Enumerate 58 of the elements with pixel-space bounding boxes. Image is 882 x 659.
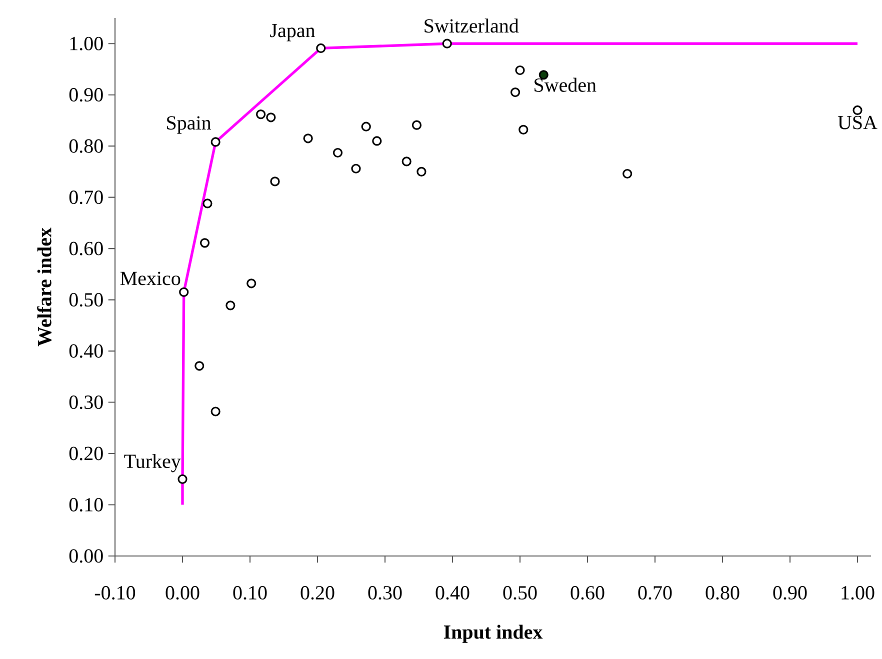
point	[622, 168, 632, 179]
point	[178, 474, 188, 484]
y-tick-label: 0.10	[69, 498, 103, 512]
point	[361, 122, 371, 132]
y-tick-label: 0.60	[69, 242, 103, 256]
x-tick-label: -0.10	[94, 586, 136, 600]
annotation: Switzerland	[424, 18, 519, 33]
annotation: USA	[838, 116, 878, 130]
y-tick-label: 0.90	[69, 88, 103, 102]
y-tick-label: 0.40	[69, 344, 103, 358]
y-tick-label: 0.20	[69, 446, 103, 460]
y-axis-title: Welfare index	[37, 228, 52, 346]
point	[442, 38, 452, 48]
point	[200, 238, 210, 248]
annotation: Sweden	[534, 78, 596, 92]
x-tick-label: 1.00	[842, 586, 874, 600]
y-tick-label: 0.80	[69, 139, 103, 153]
point	[266, 112, 276, 122]
x-tick-label: 0.10	[233, 586, 267, 600]
point	[246, 278, 256, 288]
y-tick-label: 0.30	[69, 395, 103, 410]
annotation: Spain	[167, 116, 212, 134]
y-tick-label: 0.50	[69, 293, 103, 307]
annotation: Mexico	[120, 272, 180, 286]
y-tick-label: 0.70	[69, 190, 103, 204]
x-tick-label: 0.50	[503, 586, 537, 600]
point	[179, 287, 189, 297]
point	[372, 136, 382, 146]
point	[303, 134, 313, 144]
point	[332, 148, 343, 158]
point	[210, 406, 220, 416]
x-tick-label: 0.70	[638, 586, 672, 600]
annotation: Turkey	[124, 454, 181, 472]
x-tick-label: 0.90	[773, 586, 807, 600]
point	[351, 164, 361, 174]
point	[518, 124, 528, 134]
point	[202, 198, 212, 208]
point	[402, 156, 412, 166]
annotation: Japan	[270, 24, 315, 42]
point	[210, 137, 220, 147]
y-tick-label: 0.00	[69, 549, 103, 563]
point	[270, 176, 280, 186]
x-tick-label: 0.60	[570, 586, 604, 600]
point	[316, 43, 326, 54]
point	[226, 300, 236, 310]
x-tick-label: 0.30	[368, 586, 402, 600]
point	[256, 110, 266, 120]
x-axis-title: Input index	[444, 624, 543, 643]
x-tick-label: 0.00	[166, 586, 200, 600]
x-tick-label: 0.80	[706, 586, 740, 600]
x-tick-label: 0.40	[436, 586, 470, 600]
x-tick-label: 0.20	[300, 586, 334, 600]
point	[510, 87, 520, 98]
point	[194, 361, 204, 371]
point	[416, 166, 426, 177]
point	[515, 65, 525, 76]
y-tick-label: 1.00	[70, 36, 103, 50]
point	[412, 120, 422, 130]
